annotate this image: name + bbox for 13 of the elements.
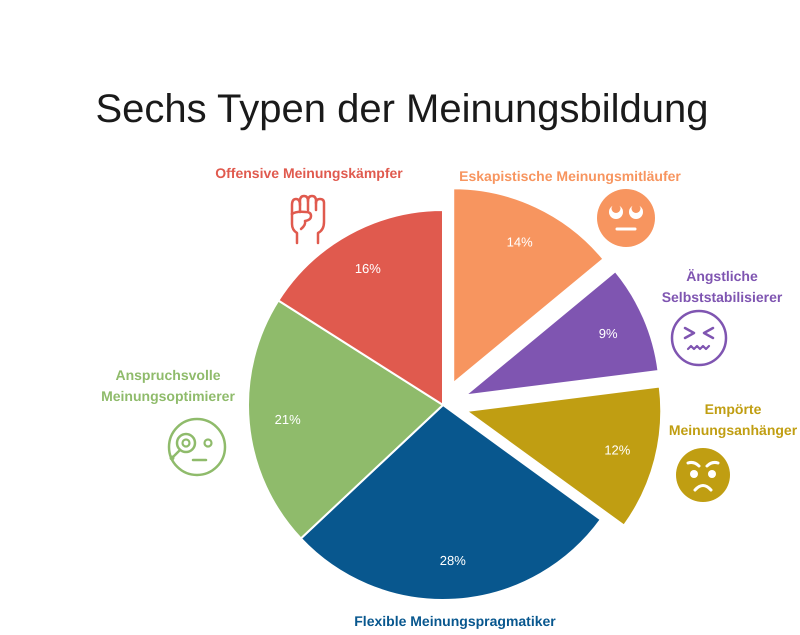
slice-label: Flexible Meinungspragmatiker [354,613,556,629]
data-label: 16% [354,260,382,276]
slice-label: Empörte Meinungsanhänger [668,401,798,438]
chart-title: Sechs Typen der Meinungsbildung [95,87,709,131]
slice-label: Eskapistische Meinungsmitläufer [459,168,682,184]
slice-label: Ängstliche Selbststabilisierer [662,268,783,305]
data-label: 12% [604,442,631,458]
data-label: 28% [440,553,466,568]
data-label: 14% [506,234,534,250]
slice-label: Anspruchsvolle Meinungsoptimierer [101,367,236,404]
data-label: 21% [274,412,302,428]
slice-label: Offensive Meinungskämpfer [215,165,404,181]
data-label: 9% [598,326,618,342]
